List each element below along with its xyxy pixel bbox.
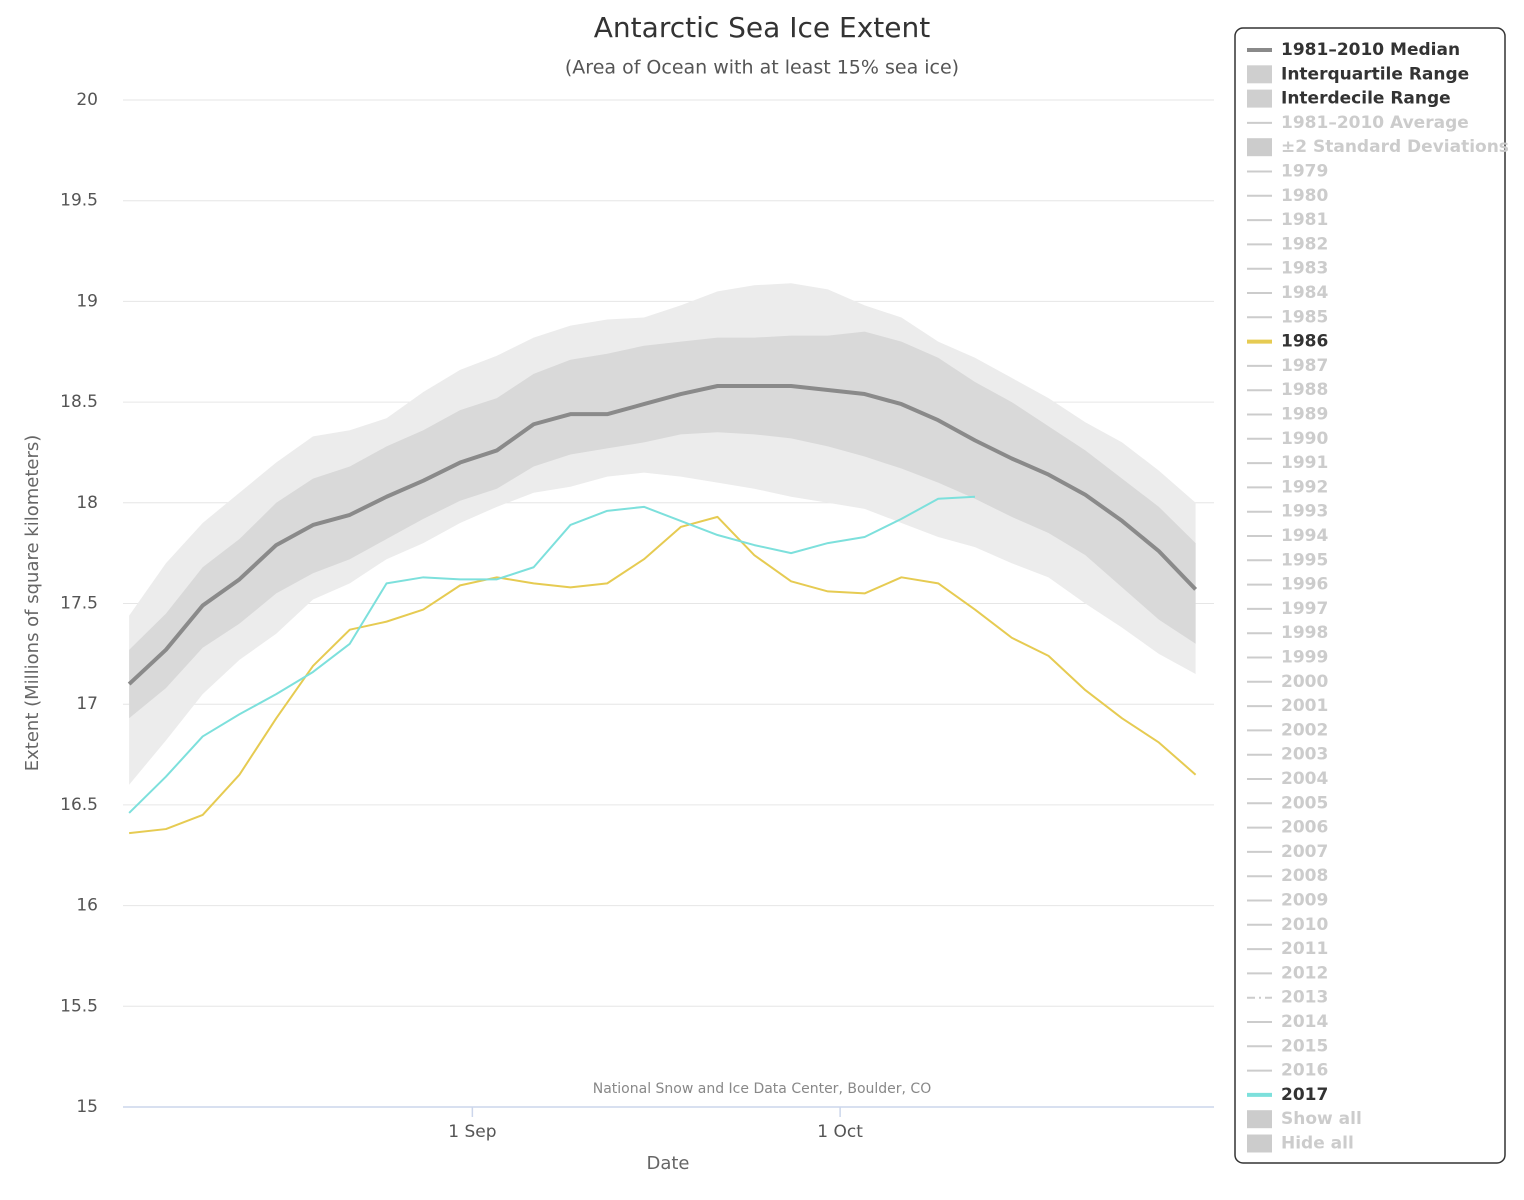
legend-symbol (1247, 138, 1272, 157)
credit: National Snow and Ice Data Center, Bould… (593, 1081, 931, 1097)
legend-button[interactable]: Hide all (1281, 1134, 1354, 1154)
legend-entry[interactable]: 1981–2010 Median (1281, 40, 1460, 60)
legend-entry[interactable]: 1984 (1281, 283, 1328, 303)
legend-entry[interactable]: 2002 (1281, 720, 1328, 740)
y-tick-label: 17 (76, 694, 98, 714)
legend-entry[interactable]: 1987 (1281, 356, 1328, 376)
legend-box (1234, 27, 1506, 1164)
y-tick-label: 18 (76, 493, 98, 513)
legend-entry[interactable]: 2001 (1281, 696, 1328, 716)
y-tick-label: 17.5 (60, 594, 98, 614)
legend-entry[interactable]: 2000 (1281, 672, 1328, 692)
legend-entry[interactable]: 2016 (1281, 1061, 1328, 1081)
legend-entry[interactable]: ±2 Standard Deviations (1281, 137, 1509, 157)
legend-entry[interactable]: 1979 (1281, 162, 1328, 182)
series-line (127, 383, 1198, 686)
legend-entry[interactable]: 1981–2010 Average (1281, 113, 1469, 133)
series-line (128, 495, 976, 814)
y-tick-label: 15.5 (60, 996, 98, 1016)
y-tick-label: 19.5 (60, 191, 98, 211)
legend-entry[interactable]: 2004 (1281, 769, 1328, 789)
legend-entry[interactable]: 1980 (1281, 186, 1328, 206)
legend-symbol (1247, 89, 1272, 108)
legend-entry[interactable]: 2015 (1281, 1036, 1328, 1056)
legend-entry[interactable]: 1991 (1281, 453, 1328, 473)
legend-entry[interactable]: 1997 (1281, 599, 1328, 619)
legend-entry[interactable]: 2008 (1281, 866, 1328, 886)
legend-entry[interactable]: 2017 (1281, 1085, 1328, 1105)
legend-entry[interactable]: 1998 (1281, 623, 1328, 643)
legend-entry[interactable]: 1989 (1281, 405, 1328, 425)
y-tick-label: 16.5 (60, 795, 98, 815)
legend-entry[interactable]: 2006 (1281, 818, 1328, 838)
legend-entry[interactable]: 1996 (1281, 575, 1328, 595)
legend-entry[interactable]: 1990 (1281, 429, 1328, 449)
x-tick-label: 1 Sep (448, 1122, 496, 1142)
y-tick-label: 20 (76, 90, 98, 110)
legend-entry[interactable]: 2010 (1281, 915, 1328, 935)
legend-entry[interactable]: 1986 (1281, 332, 1328, 352)
y-tick-label: 16 (76, 896, 98, 916)
x-axis-label: Date (646, 1153, 689, 1174)
legend-button-icon (1247, 1110, 1272, 1129)
legend-symbol (1247, 65, 1272, 84)
legend-entry[interactable]: 1995 (1281, 550, 1328, 570)
y-tick-label: 15 (76, 1097, 98, 1117)
chart-subtitle: (Area of Ocean with at least 15% sea ice… (565, 57, 959, 79)
legend-entry[interactable]: 1994 (1281, 526, 1328, 546)
legend-entry[interactable]: 1985 (1281, 307, 1328, 327)
y-axis-label: Extent (Millions of square kilometers) (22, 435, 43, 772)
legend-entry[interactable]: 2007 (1281, 842, 1328, 862)
x-tick-label: 1 Oct (817, 1122, 863, 1142)
legend-button[interactable]: Show all (1281, 1109, 1362, 1129)
legend-entry[interactable]: 1999 (1281, 648, 1328, 668)
legend-entry[interactable]: 1993 (1281, 502, 1328, 522)
legend-entry[interactable]: 2003 (1281, 745, 1328, 765)
legend-entry[interactable]: 2005 (1281, 793, 1328, 813)
legend-entry[interactable]: 2011 (1281, 939, 1328, 959)
legend-entry[interactable]: 2012 (1281, 963, 1328, 983)
legend-entry[interactable]: 2013 (1281, 988, 1328, 1008)
legend-entry[interactable]: 2009 (1281, 891, 1328, 911)
legend-entry[interactable]: 1992 (1281, 477, 1328, 497)
legend-entry[interactable]: Interdecile Range (1281, 89, 1451, 109)
y-tick-label: 18.5 (60, 392, 98, 412)
legend-entry[interactable]: 1983 (1281, 259, 1328, 279)
legend-button-icon (1247, 1134, 1272, 1153)
legend-entry[interactable]: 1988 (1281, 380, 1328, 400)
legend-entry[interactable]: Interquartile Range (1281, 64, 1469, 84)
y-tick-label: 19 (76, 291, 98, 311)
legend-entry[interactable]: 1982 (1281, 234, 1328, 254)
range-band (129, 331, 1196, 719)
legend-entry[interactable]: 2014 (1281, 1012, 1328, 1032)
legend-entry[interactable]: 1981 (1281, 210, 1328, 230)
chart-title: Antarctic Sea Ice Extent (594, 11, 930, 44)
